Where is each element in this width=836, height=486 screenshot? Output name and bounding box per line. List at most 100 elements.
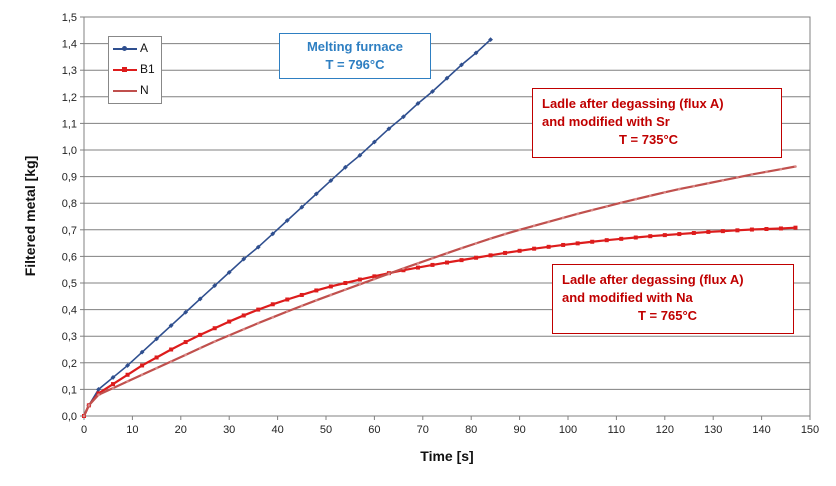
y-tick-label: 0,6 (62, 251, 77, 263)
data-point-n (460, 246, 463, 250)
data-point-a (212, 283, 218, 289)
data-point-n (576, 212, 579, 216)
data-point-b1 (575, 241, 580, 246)
annotation-ladle-sr: Ladle after degassing (flux A) and modif… (532, 88, 782, 158)
data-point-b1 (793, 225, 798, 230)
data-point-a (183, 309, 189, 315)
data-point-n (503, 232, 507, 236)
data-point-n (242, 327, 246, 331)
data-point-n (779, 167, 783, 171)
data-point-a (401, 114, 406, 120)
x-tick-label: 60 (368, 424, 380, 436)
x-tick-label: 10 (126, 424, 138, 436)
data-point-a (444, 75, 450, 81)
x-tick-label: 140 (752, 424, 770, 436)
legend-item-n: N (109, 82, 161, 100)
data-point-b1 (764, 227, 769, 232)
data-point-a (241, 256, 247, 262)
y-tick-label: 1,4 (62, 39, 77, 51)
data-point-b1 (401, 268, 406, 273)
data-point-n (721, 179, 725, 182)
y-tick-label: 0,8 (62, 198, 77, 210)
data-point-b1 (445, 260, 449, 265)
data-point-b1 (619, 236, 624, 241)
data-point-a (110, 375, 116, 380)
data-point-b1 (532, 246, 537, 251)
legend-item-a: A (109, 40, 161, 58)
data-point-a (284, 218, 290, 223)
data-point-b1 (778, 226, 783, 231)
data-point-a (299, 204, 305, 210)
data-point-a (197, 296, 203, 302)
x-tick-label: 110 (608, 424, 626, 436)
data-point-a (313, 191, 319, 197)
y-tick-label: 0,5 (62, 278, 77, 290)
annotation-ladle-na: Ladle after degassing (flux A) and modif… (552, 264, 794, 334)
data-point-b1 (749, 227, 754, 232)
data-point-b1 (633, 235, 638, 240)
data-point-n (547, 220, 550, 224)
series-layer (81, 37, 798, 419)
data-point-n (82, 414, 86, 418)
data-point-b1 (517, 248, 522, 253)
legend-label-n: N (140, 83, 149, 97)
data-point-n (184, 353, 187, 357)
data-point-b1 (299, 292, 304, 297)
data-point-b1 (415, 265, 420, 270)
data-point-n (169, 360, 173, 363)
data-point-b1 (372, 274, 377, 279)
y-tick-label: 1,0 (62, 145, 77, 157)
data-point-a (96, 387, 101, 392)
data-point-n (692, 184, 696, 188)
data-point-n (590, 208, 594, 212)
x-tick-label: 20 (175, 424, 187, 436)
data-point-b1 (590, 239, 595, 244)
data-point-n (474, 242, 478, 245)
y-axis-ticks: 0,0 0,1 0,2 0,3 0,4 0,5 0,6 0,7 0,8 0,9 1,0 1,1 1,2 1… (62, 12, 84, 423)
annotation-sr-line2: and modified with Sr (542, 114, 670, 129)
data-point-n (561, 216, 565, 220)
data-point-n (431, 256, 434, 260)
plot-frame (83, 16, 811, 417)
data-point-n (518, 228, 521, 232)
data-point-b1 (212, 326, 217, 331)
data-point-n (794, 165, 797, 168)
data-point-n (227, 334, 231, 337)
y-tick-label: 0,9 (62, 172, 77, 184)
annotation-melting-line2: T = 796°C (325, 57, 385, 72)
data-point-b1 (430, 262, 435, 267)
x-tick-label: 100 (559, 424, 577, 436)
data-point-n (707, 181, 710, 185)
x-tick-label: 150 (801, 424, 819, 436)
data-point-n (87, 404, 91, 407)
data-point-b1 (357, 277, 362, 282)
x-tick-label: 80 (465, 424, 477, 436)
data-point-a (168, 323, 174, 328)
data-point-a (125, 363, 130, 368)
data-point-b1 (474, 255, 479, 260)
data-point-b1 (169, 347, 174, 352)
data-point-b1 (227, 319, 232, 324)
data-point-a (459, 62, 464, 68)
annotation-sr-line3: T = 735°C (619, 132, 679, 147)
data-point-b1 (706, 229, 711, 234)
y-tick-label: 0,4 (62, 305, 77, 317)
data-point-b1 (241, 313, 246, 318)
data-point-n (285, 310, 289, 313)
data-point-b1 (735, 228, 740, 233)
data-point-n (329, 293, 333, 297)
annotation-na-line3: T = 765°C (638, 308, 698, 323)
series-line-a (83, 39, 492, 417)
data-point-b1 (111, 382, 116, 387)
data-point-a (328, 178, 334, 183)
data-point-a (255, 244, 261, 250)
data-point-n (373, 277, 376, 281)
data-point-b1 (503, 250, 508, 255)
data-point-n (532, 224, 536, 228)
data-point-b1 (561, 242, 566, 247)
data-point-b1 (198, 332, 203, 337)
annotation-na-line2: and modified with Na (562, 290, 693, 305)
x-tick-label: 40 (271, 424, 283, 436)
data-point-n (619, 201, 623, 204)
data-point-b1 (488, 253, 493, 258)
